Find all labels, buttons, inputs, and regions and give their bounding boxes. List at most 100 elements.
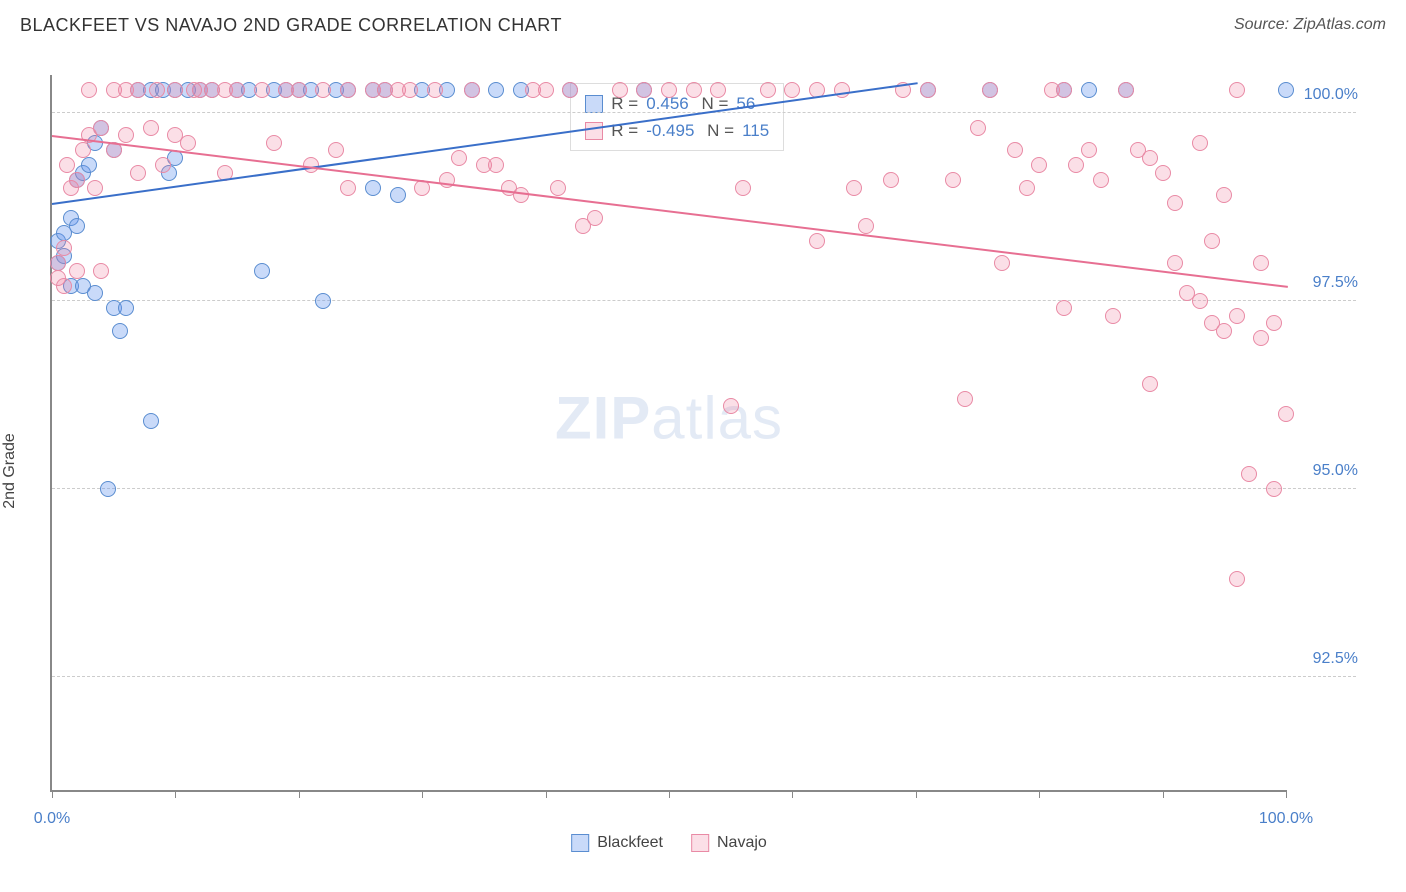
y-tick-label: 97.5% <box>1293 274 1358 292</box>
scatter-point-navajo <box>809 233 825 249</box>
scatter-point-navajo <box>710 82 726 98</box>
scatter-point-blackfeet <box>315 293 331 309</box>
scatter-point-navajo <box>760 82 776 98</box>
scatter-point-navajo <box>994 255 1010 271</box>
chart-title: BLACKFEET VS NAVAJO 2ND GRADE CORRELATIO… <box>20 15 562 36</box>
scatter-point-navajo <box>69 263 85 279</box>
scatter-point-navajo <box>587 210 603 226</box>
x-tick <box>1039 790 1040 798</box>
chart-source: Source: ZipAtlas.com <box>1234 16 1386 34</box>
x-tick-label: 100.0% <box>1259 810 1313 828</box>
scatter-point-navajo <box>155 157 171 173</box>
scatter-point-navajo <box>149 82 165 98</box>
watermark: ZIPatlas <box>555 384 783 453</box>
legend-label-navajo: Navajo <box>717 834 767 852</box>
trend-line-navajo <box>52 135 1288 288</box>
scatter-point-navajo <box>59 157 75 173</box>
scatter-point-navajo <box>402 82 418 98</box>
scatter-point-blackfeet <box>112 323 128 339</box>
x-tick <box>299 790 300 798</box>
scatter-point-navajo <box>1253 330 1269 346</box>
scatter-point-navajo <box>1241 466 1257 482</box>
x-tick <box>175 790 176 798</box>
scatter-point-blackfeet <box>390 187 406 203</box>
scatter-point-navajo <box>254 82 270 98</box>
y-tick-label: 92.5% <box>1293 650 1358 668</box>
scatter-point-navajo <box>1253 255 1269 271</box>
y-tick-label: 95.0% <box>1293 462 1358 480</box>
scatter-point-navajo <box>970 120 986 136</box>
scatter-point-navajo <box>784 82 800 98</box>
x-tick <box>916 790 917 798</box>
scatter-point-navajo <box>723 398 739 414</box>
scatter-point-navajo <box>982 82 998 98</box>
legend-swatch-pink-icon <box>691 834 709 852</box>
scatter-point-navajo <box>291 82 307 98</box>
scatter-point-navajo <box>1192 135 1208 151</box>
scatter-point-navajo <box>661 82 677 98</box>
scatter-point-navajo <box>81 82 97 98</box>
scatter-point-navajo <box>328 142 344 158</box>
scatter-point-navajo <box>846 180 862 196</box>
scatter-point-navajo <box>118 127 134 143</box>
scatter-point-navajo <box>340 180 356 196</box>
scatter-point-navajo <box>513 187 529 203</box>
n-value-navajo: 115 <box>742 117 769 144</box>
scatter-point-navajo <box>834 82 850 98</box>
stats-row-navajo: R = -0.495 N = 115 <box>585 117 769 144</box>
scatter-point-navajo <box>562 82 578 98</box>
scatter-point-navajo <box>87 180 103 196</box>
scatter-point-blackfeet <box>118 300 134 316</box>
scatter-point-blackfeet <box>100 481 116 497</box>
r-value-navajo: -0.495 <box>646 117 694 144</box>
scatter-point-blackfeet <box>488 82 504 98</box>
x-tick-label: 0.0% <box>34 810 70 828</box>
scatter-point-navajo <box>1142 376 1158 392</box>
scatter-point-navajo <box>93 263 109 279</box>
scatter-point-blackfeet <box>365 180 381 196</box>
scatter-point-blackfeet <box>81 157 97 173</box>
y-tick-label: 100.0% <box>1293 86 1358 104</box>
scatter-point-navajo <box>1229 571 1245 587</box>
scatter-point-navajo <box>1216 187 1232 203</box>
x-tick <box>546 790 547 798</box>
scatter-point-navajo <box>167 82 183 98</box>
scatter-point-navajo <box>1056 82 1072 98</box>
scatter-point-navajo <box>858 218 874 234</box>
x-tick <box>1163 790 1164 798</box>
scatter-point-navajo <box>130 165 146 181</box>
scatter-point-navajo <box>1167 255 1183 271</box>
scatter-point-navajo <box>883 172 899 188</box>
scatter-point-navajo <box>1068 157 1084 173</box>
scatter-point-navajo <box>1105 308 1121 324</box>
chart-header: BLACKFEET VS NAVAJO 2ND GRADE CORRELATIO… <box>0 0 1406 50</box>
scatter-point-navajo <box>488 157 504 173</box>
scatter-point-blackfeet <box>254 263 270 279</box>
gridline-h <box>52 488 1356 489</box>
scatter-point-navajo <box>1118 82 1134 98</box>
gridline-h <box>52 676 1356 677</box>
scatter-point-navajo <box>180 135 196 151</box>
y-axis-label: 2nd Grade <box>1 433 19 509</box>
scatter-point-navajo <box>1278 406 1294 422</box>
scatter-point-navajo <box>735 180 751 196</box>
scatter-point-navajo <box>612 82 628 98</box>
scatter-point-navajo <box>1266 315 1282 331</box>
legend-swatch-blue-icon <box>571 834 589 852</box>
scatter-point-blackfeet <box>143 413 159 429</box>
scatter-point-navajo <box>538 82 554 98</box>
scatter-point-navajo <box>1216 323 1232 339</box>
scatter-point-navajo <box>56 278 72 294</box>
legend-label-blackfeet: Blackfeet <box>597 834 663 852</box>
legend-item-navajo: Navajo <box>691 834 767 852</box>
scatter-point-navajo <box>636 82 652 98</box>
scatter-point-navajo <box>56 240 72 256</box>
scatter-point-navajo <box>1229 82 1245 98</box>
scatter-point-navajo <box>1081 142 1097 158</box>
scatter-point-navajo <box>130 82 146 98</box>
scatter-point-blackfeet <box>1278 82 1294 98</box>
x-tick <box>422 790 423 798</box>
legend: Blackfeet Navajo <box>571 834 767 852</box>
scatter-point-navajo <box>686 82 702 98</box>
scatter-point-navajo <box>957 391 973 407</box>
